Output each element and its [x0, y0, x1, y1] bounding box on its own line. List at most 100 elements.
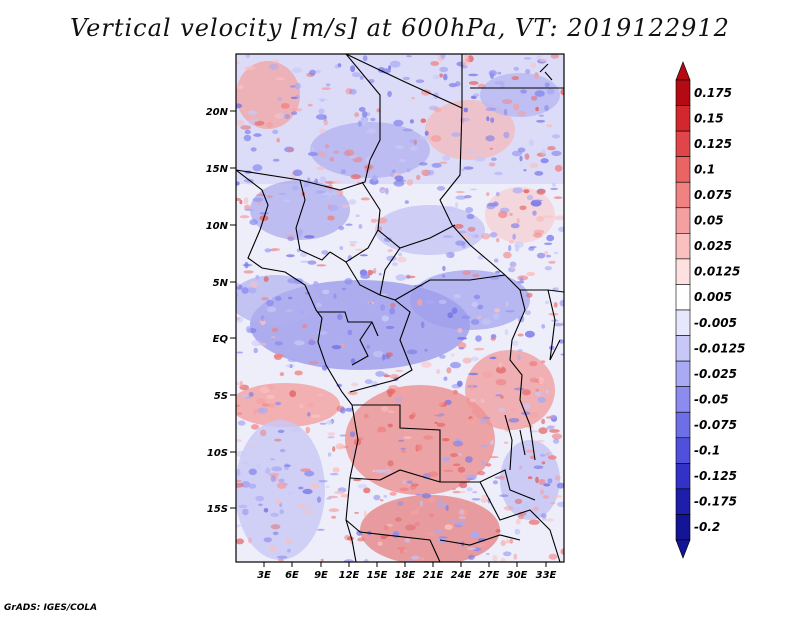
field-speckle [394, 144, 404, 150]
field-speckle [277, 97, 283, 101]
field-speckle [236, 197, 241, 201]
colorbar-label: 0.025 [694, 239, 732, 253]
field-speckle [550, 187, 558, 191]
field-speckle [555, 286, 559, 292]
field-speckle [361, 111, 368, 118]
colorbar-segment [675, 156, 691, 183]
field-speckle [508, 418, 520, 423]
field-speckle [397, 501, 404, 507]
colorbar-label: 0.1 [694, 162, 715, 176]
field-speckle [347, 536, 354, 541]
field-speckle [537, 396, 546, 403]
field-speckle [452, 490, 462, 494]
field-speckle [485, 135, 495, 142]
field-speckle [255, 495, 265, 502]
colorbar-label: 0.175 [694, 86, 732, 100]
field-speckle [371, 175, 378, 182]
field-speckle [489, 72, 495, 79]
field-speckle [533, 232, 543, 238]
lon-tick-label: 12E [339, 570, 360, 581]
lat-tick-label: 15S [207, 504, 228, 515]
field-speckle [326, 497, 332, 500]
field-speckle [547, 478, 553, 484]
field-speckle [472, 491, 478, 494]
field-speckle [343, 559, 354, 562]
field-speckle [366, 344, 371, 349]
field-speckle [236, 468, 241, 476]
field-speckle [470, 319, 480, 325]
field-speckle [421, 493, 432, 499]
field-speckle [495, 529, 501, 533]
field-speckle [248, 286, 257, 294]
field-speckle [452, 463, 461, 467]
field-speckle [251, 340, 262, 347]
field-speckle [320, 558, 324, 562]
field-speckle [459, 508, 465, 515]
field-speckle [522, 389, 531, 396]
field-speckle [512, 187, 523, 194]
field-speckle [250, 147, 257, 152]
field-speckle [351, 382, 359, 387]
field-speckle [503, 506, 514, 511]
field-speckle [536, 119, 546, 123]
field-speckle [494, 171, 503, 176]
field-speckle [325, 83, 331, 87]
field-speckle [419, 135, 430, 140]
field-speckle [542, 495, 550, 499]
country-borders [236, 54, 564, 562]
field-speckle [556, 501, 564, 507]
field-speckle [402, 76, 410, 81]
colorbar-segment [675, 181, 691, 209]
field-speckle [501, 99, 513, 105]
field-speckle [259, 212, 269, 215]
field-speckle [266, 394, 275, 399]
field-speckle [357, 484, 368, 489]
field-speckle [472, 274, 480, 277]
field-speckle [253, 120, 265, 126]
field-speckle [236, 282, 240, 288]
field-speckle [298, 310, 305, 315]
field-speckle [327, 452, 332, 457]
field-speckle [389, 374, 399, 379]
colorbar-segment [675, 79, 691, 106]
field-speckle [393, 180, 405, 187]
field-speckle [324, 144, 330, 149]
field-speckle [466, 487, 473, 492]
field-speckle [540, 158, 549, 164]
field-speckle [292, 67, 303, 73]
field-speckle [389, 491, 397, 496]
field-speckle [354, 511, 359, 514]
field-speckle [302, 488, 313, 495]
field-speckle [485, 463, 492, 467]
field-speckle [466, 406, 473, 412]
field-speckle [236, 482, 244, 488]
field-speckle [362, 55, 368, 62]
field-speckle [511, 266, 515, 270]
field-speckle [436, 502, 448, 509]
field-speckle [284, 234, 296, 237]
field-speckle [349, 243, 356, 247]
field-speckle [459, 491, 466, 493]
field-speckle [439, 354, 446, 359]
field-speckle [420, 321, 425, 329]
field-speckle [535, 476, 539, 484]
field-speckle [350, 358, 356, 364]
field-speckle [551, 134, 561, 139]
field-speckle [465, 456, 473, 463]
field-speckle [459, 118, 471, 122]
field-speckle [489, 147, 493, 150]
field-speckle [451, 132, 461, 138]
grads-credit: GrADS: IGES/COLA [4, 603, 98, 613]
field-speckle [529, 163, 539, 168]
field-speckle [544, 82, 550, 88]
field-speckle [538, 427, 548, 434]
field-speckle [536, 216, 545, 222]
field-speckle [266, 195, 273, 199]
field-speckle [553, 196, 563, 199]
field-speckle [509, 538, 514, 544]
field-speckle [248, 468, 257, 476]
field-speckle [448, 83, 458, 88]
lat-tick-label: 15N [206, 164, 229, 175]
field-speckle [238, 504, 248, 509]
field-speckle [492, 554, 498, 562]
